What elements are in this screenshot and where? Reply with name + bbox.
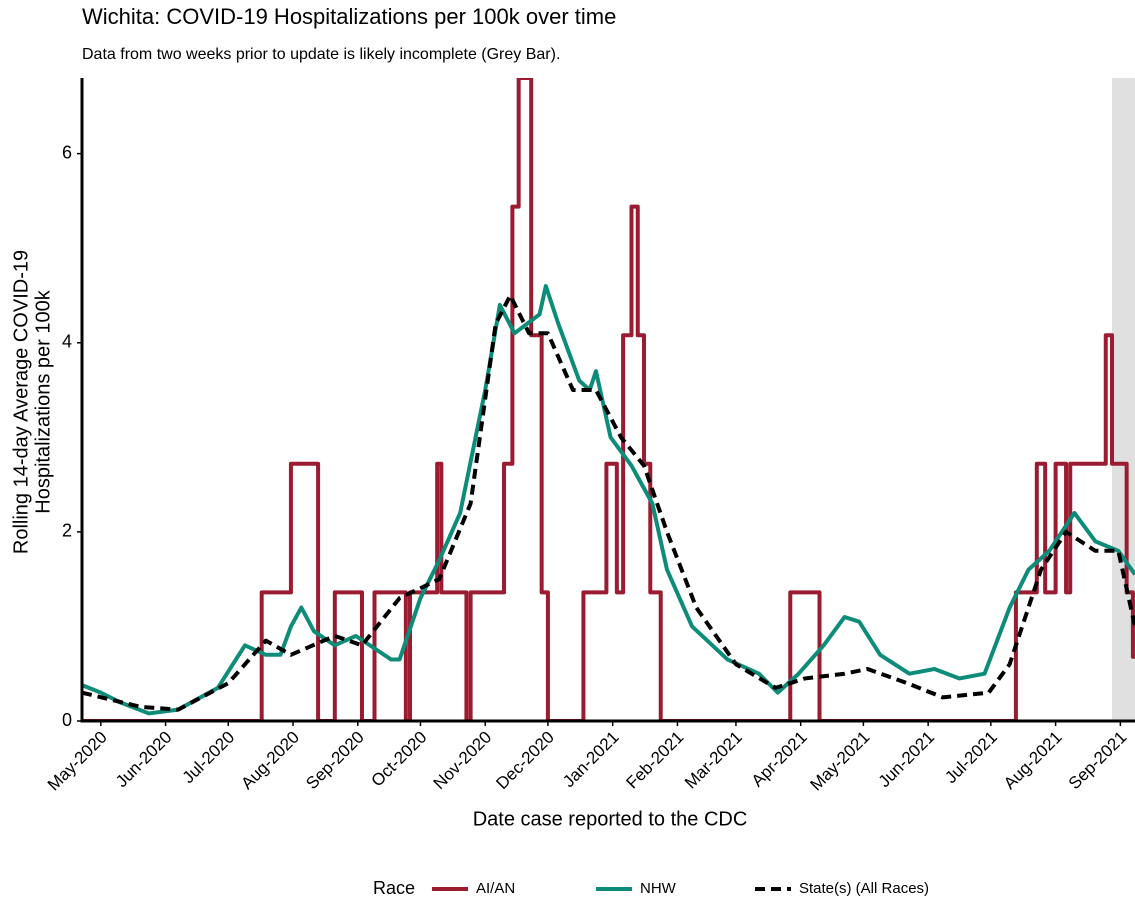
x-tick-label: Sep-2021	[1065, 728, 1131, 794]
y-tick-label: 2	[62, 521, 72, 541]
x-tick-label: Jul-2020	[179, 728, 239, 788]
x-tick-label: Aug-2021	[1000, 728, 1066, 794]
x-tick-label: Dec-2020	[492, 728, 558, 794]
y-axis-label: Rolling 14-day Average COVID-19	[10, 250, 32, 554]
legend-label: NHW	[640, 880, 677, 897]
x-tick-label: May-2020	[44, 728, 111, 795]
legend-label: State(s) (All Races)	[799, 880, 929, 897]
y-axis-label: Hospitalizations per 100k	[32, 289, 54, 513]
y-tick-label: 6	[62, 142, 72, 162]
x-tick-label: Jun-2020	[112, 728, 176, 792]
x-tick-label: Aug-2020	[237, 728, 303, 794]
x-tick-label: Jan-2021	[559, 728, 623, 792]
incomplete-data-band	[1112, 78, 1135, 721]
x-tick-label: Sep-2020	[302, 728, 368, 794]
chart-title: Wichita: COVID-19 Hospitalizations per 1…	[82, 4, 616, 29]
legend-title: Race	[373, 878, 415, 898]
x-tick-label: Jun-2021	[875, 728, 939, 792]
x-tick-label: May-2021	[806, 728, 873, 795]
series-line	[82, 78, 1135, 721]
x-axis-label: Date case reported to the CDC	[473, 808, 748, 830]
x-tick-label: Oct-2020	[368, 728, 431, 791]
legend-label: AI/AN	[476, 880, 515, 897]
chart-subtitle: Data from two weeks prior to update is l…	[82, 46, 560, 63]
x-tick-label: Apr-2021	[748, 728, 811, 791]
plot-area	[82, 78, 1135, 721]
y-tick-label: 4	[62, 332, 72, 352]
series-line	[82, 284, 1135, 716]
series-line	[82, 293, 1135, 712]
x-tick-label: Feb-2021	[623, 728, 688, 793]
x-tick-label: Nov-2020	[430, 728, 496, 794]
x-tick-label: Jul-2021	[941, 728, 1001, 788]
y-tick-label: 0	[62, 710, 72, 730]
x-tick-label: Mar-2021	[681, 728, 746, 793]
